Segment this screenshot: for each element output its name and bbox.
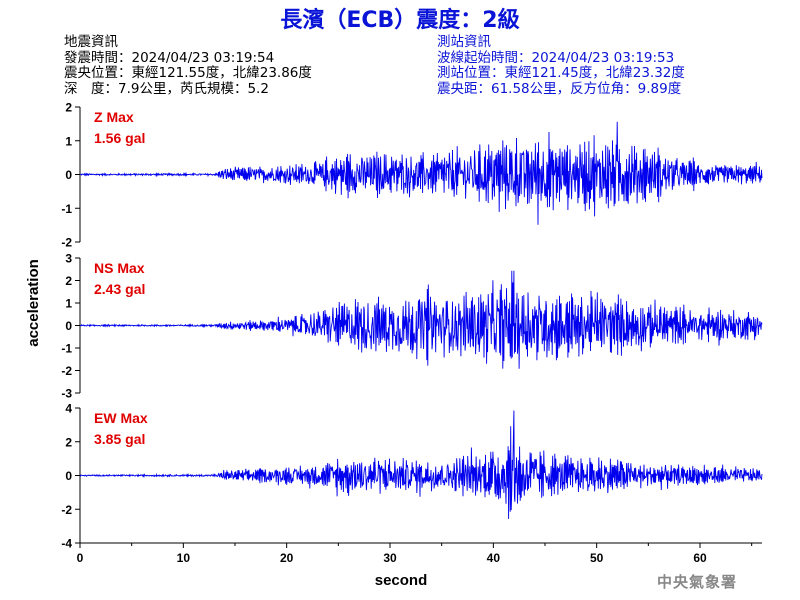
x-tick-label: 10: [177, 551, 191, 565]
max-label-ns: NS Max: [94, 260, 145, 276]
station-info: 測站資訊 波線起始時間：2024/04/23 03:19:53 測站位置：東經121…: [437, 34, 685, 97]
y-tick-label: 0: [65, 319, 72, 333]
y-tick-label: 3: [65, 252, 72, 266]
y-tick-label: 1: [65, 134, 72, 148]
y-tick-label: -1: [61, 202, 72, 216]
y-tick-label: 2: [65, 435, 72, 449]
y-tick-label: 1: [65, 297, 72, 311]
station-location: 測站位置：東經121.45度，北緯23.32度: [437, 65, 685, 81]
y-axis-label: acceleration: [25, 259, 42, 347]
event-info-heading: 地震資訊: [64, 34, 118, 50]
x-axis-label: second: [375, 572, 428, 589]
y-tick-label: 0: [65, 469, 72, 483]
chart-title: 長濱（ECB）震度：2級: [280, 8, 520, 33]
epicenter-location: 震央位置：東經121.55度，北緯23.86度: [64, 65, 312, 81]
x-tick-label: 20: [280, 551, 294, 565]
max-label-ew: EW Max: [94, 410, 148, 426]
origin-time: 發震時間：2024/04/23 03:19:54: [64, 49, 275, 66]
station-info-heading: 測站資訊: [437, 34, 491, 50]
x-tick-label: 40: [487, 551, 501, 565]
depth-magnitude: 深 度：7.9公里，芮氏規模：5.2: [64, 80, 269, 97]
y-tick-label: 4: [65, 402, 72, 416]
agency-watermark: 中央氣象署: [657, 573, 738, 591]
x-tick-label: 0: [77, 551, 84, 565]
waveform-z: [80, 121, 763, 225]
x-tick-label: 50: [590, 551, 604, 565]
y-tick-label: -3: [61, 387, 72, 401]
x-tick-label: 30: [383, 551, 397, 565]
max-value-z: 1.56 gal: [94, 130, 145, 146]
y-tick-label: 2: [65, 101, 72, 115]
max-value-ew: 3.85 gal: [94, 431, 145, 447]
y-tick-label: 2: [65, 274, 72, 288]
max-label-z: Z Max: [94, 109, 134, 125]
y-tick-label: -1: [61, 342, 72, 356]
y-tick-label: -2: [61, 503, 72, 517]
epicentral-distance: 震央距：61.58公里，反方位角：9.89度: [437, 80, 682, 97]
waveform-ew: [79, 410, 763, 519]
x-tick-label: 60: [693, 551, 707, 565]
y-tick-label: 0: [65, 168, 72, 182]
y-tick-label: -4: [61, 537, 72, 551]
max-value-ns: 2.43 gal: [94, 281, 145, 297]
wave-start-time: 波線起始時間：2024/04/23 03:19:53: [437, 49, 675, 66]
y-tick-label: -2: [61, 236, 72, 250]
event-info: 地震資訊 發震時間：2024/04/23 03:19:54 震央位置：東經121.5…: [64, 34, 312, 97]
waveform-ns: [79, 270, 763, 369]
y-tick-label: -2: [61, 364, 72, 378]
